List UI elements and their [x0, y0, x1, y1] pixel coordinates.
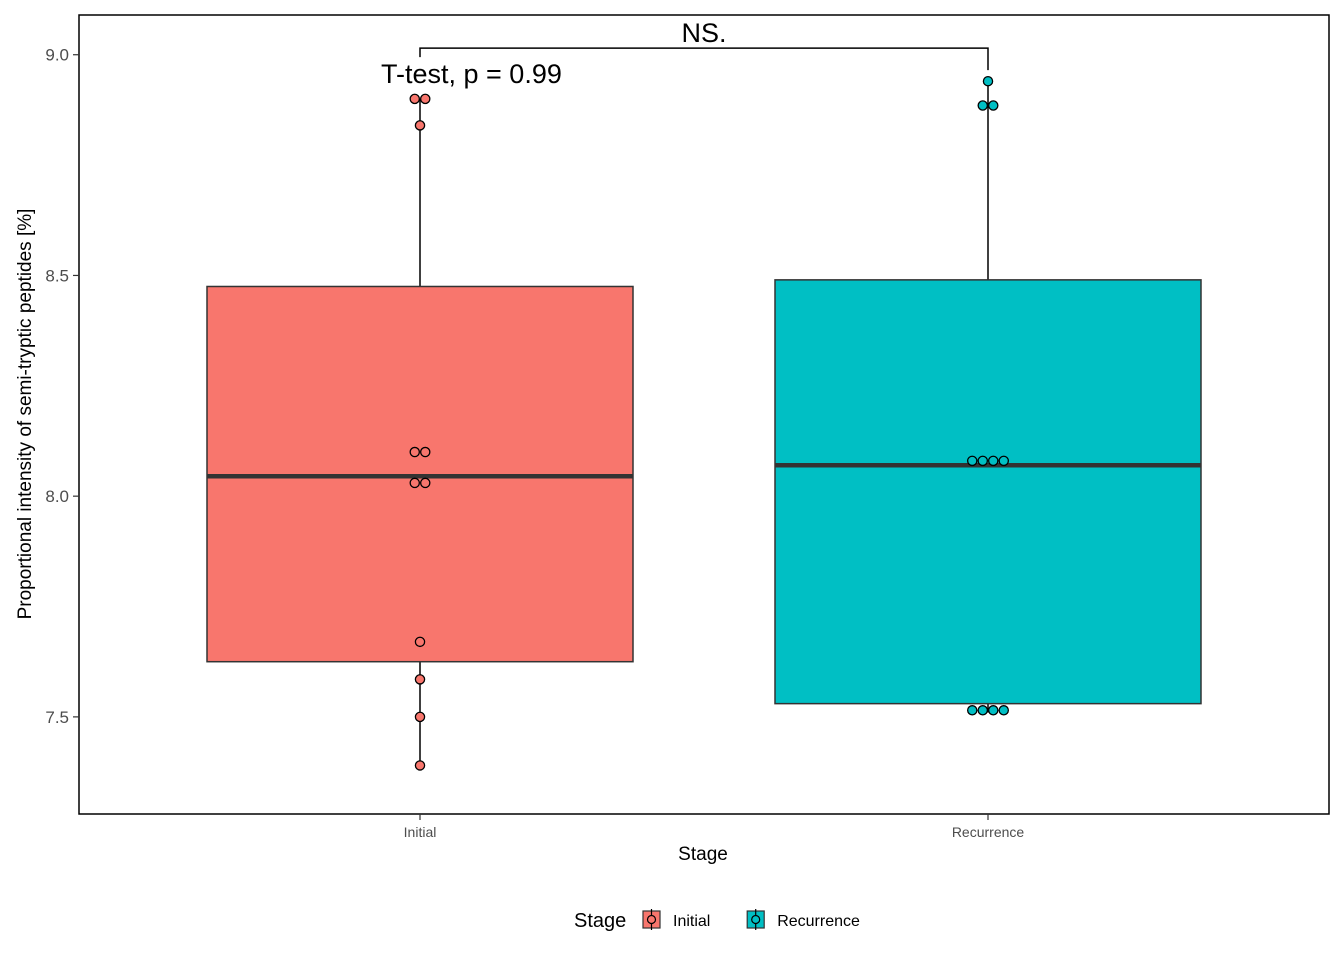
y-tick-label: 9.0: [45, 46, 69, 65]
boxplots: [206, 81, 1202, 766]
data-point: [414, 711, 426, 723]
legend-title: Stage: [574, 910, 626, 932]
data-point: [414, 760, 426, 771]
y-tick-label: 7.5: [45, 708, 69, 727]
y-axis-title: Proportional intensity of semi-tryptic p…: [15, 209, 36, 620]
legend-key-point: [751, 914, 761, 925]
x-tick-label: Initial: [404, 824, 437, 840]
data-point: [967, 455, 978, 467]
y-tick-label: 8.0: [45, 487, 69, 506]
data-point: [982, 75, 994, 87]
data-points: [409, 75, 1010, 771]
data-point: [414, 120, 426, 131]
test-label: T-test, p = 0.99: [381, 59, 562, 89]
data-point: [988, 455, 999, 467]
legend-key-point: [646, 914, 657, 925]
data-point: [414, 636, 426, 648]
data-point: [988, 100, 999, 111]
box-recurrence: [774, 279, 1202, 705]
data-point: [977, 100, 989, 111]
data-point: [409, 93, 420, 105]
data-point: [419, 446, 431, 458]
annotations: NS. T-test, p = 0.99: [381, 18, 989, 89]
data-point: [977, 455, 989, 467]
data-point: [967, 705, 978, 716]
data-point: [988, 705, 999, 716]
data-point: [998, 455, 1010, 467]
data-point: [998, 705, 1010, 716]
legend-label: Recurrence: [777, 913, 860, 930]
legend-label: Initial: [673, 913, 710, 930]
legend: Stage Initial Recurrence: [574, 909, 860, 932]
data-point: [419, 93, 431, 105]
data-point: [409, 477, 420, 489]
data-point: [414, 674, 426, 685]
y-axis: 7.5 8.0 8.5 9.0: [45, 46, 79, 727]
x-axis-title: Stage: [678, 844, 728, 865]
y-tick-label: 8.5: [45, 266, 69, 285]
data-point: [977, 705, 989, 716]
x-tick-label: Recurrence: [952, 824, 1025, 840]
significance-bracket: [419, 47, 989, 71]
data-point: [419, 477, 431, 489]
x-axis: Initial Recurrence: [404, 814, 1025, 840]
significance-label: NS.: [681, 18, 726, 48]
data-point: [409, 446, 420, 458]
